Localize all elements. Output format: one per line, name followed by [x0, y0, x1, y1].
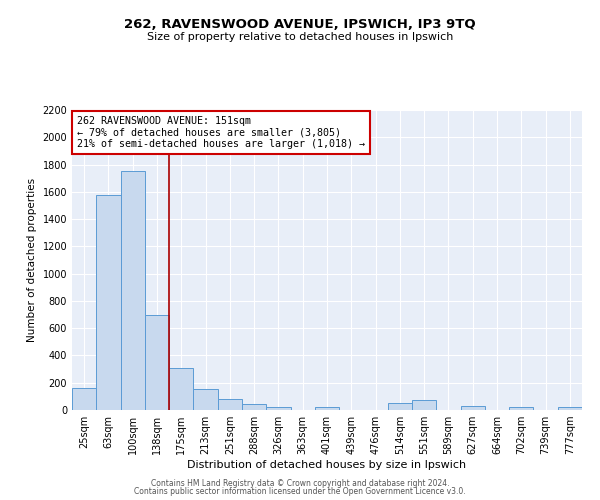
Text: 262 RAVENSWOOD AVENUE: 151sqm
← 79% of detached houses are smaller (3,805)
21% o: 262 RAVENSWOOD AVENUE: 151sqm ← 79% of d… [77, 116, 365, 149]
X-axis label: Distribution of detached houses by size in Ipswich: Distribution of detached houses by size … [187, 460, 467, 470]
Y-axis label: Number of detached properties: Number of detached properties [27, 178, 37, 342]
Bar [266, 406, 290, 410]
Bar [96, 194, 121, 410]
Bar [558, 408, 582, 410]
Bar [509, 408, 533, 410]
Bar [412, 400, 436, 410]
Bar [145, 314, 169, 410]
Bar [461, 406, 485, 410]
Bar [169, 368, 193, 410]
Bar [218, 399, 242, 410]
Bar [315, 408, 339, 410]
Text: Size of property relative to detached houses in Ipswich: Size of property relative to detached ho… [147, 32, 453, 42]
Bar [121, 172, 145, 410]
Bar [388, 403, 412, 410]
Bar [242, 404, 266, 410]
Text: Contains public sector information licensed under the Open Government Licence v3: Contains public sector information licen… [134, 487, 466, 496]
Bar [72, 388, 96, 410]
Text: Contains HM Land Registry data © Crown copyright and database right 2024.: Contains HM Land Registry data © Crown c… [151, 478, 449, 488]
Text: 262, RAVENSWOOD AVENUE, IPSWICH, IP3 9TQ: 262, RAVENSWOOD AVENUE, IPSWICH, IP3 9TQ [124, 18, 476, 30]
Bar [193, 389, 218, 410]
